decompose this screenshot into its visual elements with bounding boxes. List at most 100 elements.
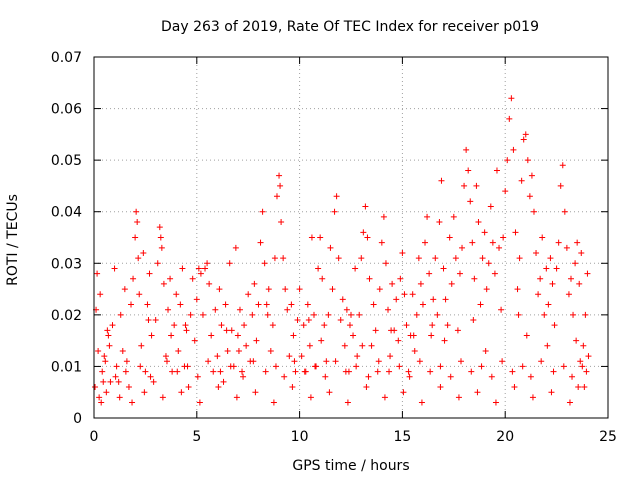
data-point: [409, 291, 416, 298]
data-point: [516, 255, 523, 262]
data-point: [232, 244, 239, 251]
axis-ticks: 0 5 10 15 20 25 0 0.01 0.02 0.03 0.04 0.05 0.06 0.07: [51, 50, 617, 445]
data-point: [199, 311, 206, 318]
data-point: [262, 368, 269, 375]
data-point: [555, 239, 562, 246]
data-point: [574, 239, 581, 246]
data-point: [580, 342, 587, 349]
data-point: [191, 337, 198, 344]
data-point: [365, 373, 372, 380]
data-point: [189, 275, 196, 282]
data-point: [560, 363, 567, 370]
data-point: [400, 389, 407, 396]
data-point: [426, 270, 433, 277]
data-point: [277, 182, 284, 189]
data-point: [511, 384, 518, 391]
data-point: [305, 317, 312, 324]
data-point: [178, 389, 185, 396]
data-point: [307, 394, 314, 401]
data-point: [136, 291, 143, 298]
data-point: [331, 208, 338, 215]
data-point: [541, 311, 548, 318]
data-point: [446, 234, 453, 241]
data-point: [489, 239, 496, 246]
data-point: [576, 280, 583, 287]
data-point: [270, 399, 277, 406]
data-point: [208, 332, 215, 339]
grid-lines: [94, 57, 608, 418]
chart-title: Day 263 of 2019, Rate Of TEC Index for r…: [161, 19, 539, 35]
data-point: [549, 280, 556, 287]
data-point: [585, 353, 592, 360]
data-point: [146, 270, 153, 277]
data-point: [526, 193, 533, 200]
data-point: [137, 363, 144, 370]
data-point: [282, 286, 289, 293]
data-point: [510, 146, 517, 153]
data-point: [255, 301, 262, 308]
data-point: [376, 286, 383, 293]
data-point: [204, 260, 211, 267]
data-point: [218, 322, 225, 329]
data-point: [548, 389, 555, 396]
data-point: [183, 327, 190, 334]
data-point: [474, 389, 481, 396]
data-point: [350, 332, 357, 339]
data-point: [498, 306, 505, 313]
data-point: [197, 270, 204, 277]
data-point: [154, 260, 161, 267]
data-point: [570, 311, 577, 318]
y-tick-label: 0.02: [51, 308, 82, 324]
data-point: [95, 347, 102, 354]
data-point: [206, 280, 213, 287]
data-point: [234, 332, 241, 339]
data-point: [202, 265, 209, 272]
data-point: [236, 306, 243, 313]
data-point: [296, 286, 303, 293]
data-point: [441, 337, 448, 344]
data-point: [418, 399, 425, 406]
data-point: [428, 332, 435, 339]
data-point: [144, 301, 151, 308]
data-point: [107, 378, 114, 385]
x-axis-label: GPS time / hours: [292, 458, 409, 474]
data-point: [358, 255, 365, 262]
data-point: [482, 347, 489, 354]
y-tick-label: 0: [73, 411, 82, 427]
data-point: [396, 363, 403, 370]
data-point: [551, 322, 558, 329]
data-point: [452, 255, 459, 262]
data-point: [104, 327, 111, 334]
data-point: [572, 260, 579, 267]
data-point: [337, 317, 344, 324]
data-point: [424, 213, 431, 220]
data-point: [354, 353, 361, 360]
data-point: [235, 347, 242, 354]
data-point: [224, 347, 231, 354]
data-point: [212, 306, 219, 313]
data-point: [419, 301, 426, 308]
data-point: [288, 301, 295, 308]
data-point: [278, 219, 285, 226]
data-point: [437, 384, 444, 391]
data-point: [195, 265, 202, 272]
data-point: [523, 332, 530, 339]
data-point: [323, 358, 330, 365]
data-point: [468, 368, 475, 375]
data-point: [415, 255, 422, 262]
data-point: [321, 322, 328, 329]
data-point: [286, 353, 293, 360]
data-point: [160, 280, 167, 287]
data-point: [276, 172, 283, 179]
y-tick-label: 0.07: [51, 50, 82, 66]
data-point: [267, 347, 274, 354]
data-point: [527, 373, 534, 380]
data-point: [366, 275, 373, 282]
data-point: [325, 311, 332, 318]
data-point: [300, 322, 307, 329]
data-point: [509, 368, 516, 375]
data-point: [105, 332, 112, 339]
data-point: [448, 280, 455, 287]
data-point: [292, 368, 299, 375]
data-point: [106, 342, 113, 349]
